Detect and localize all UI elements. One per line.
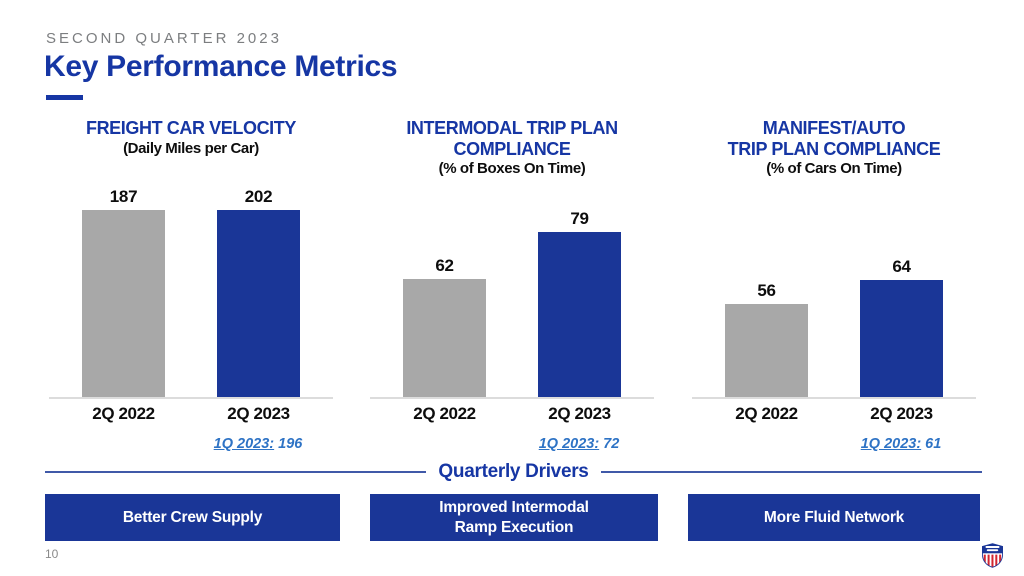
footnote-label: 1Q 2023:	[213, 436, 275, 452]
category-labels: 2Q 2022 2Q 2023	[684, 404, 984, 424]
divider-line-right	[600, 471, 982, 473]
bar-group-2q2023: 202	[217, 187, 300, 397]
chart-title: MANIFEST/AUTO TRIP PLAN COMPLIANCE	[727, 118, 941, 159]
chart-subtitle: (Daily Miles per Car)	[123, 139, 259, 157]
chart-freight-car-velocity: FREIGHT CAR VELOCITY (Daily Miles per Ca…	[41, 118, 341, 452]
driver-box-more-fluid-network: More Fluid Network	[688, 494, 980, 541]
bar-2q2023	[538, 232, 621, 397]
chart-subtitle: (% of Cars On Time)	[766, 160, 902, 178]
union-pacific-logo-icon	[982, 543, 1003, 568]
chart-intermodal-trip-plan-compliance: INTERMODAL TRIP PLAN COMPLIANCE (% of Bo…	[362, 118, 662, 452]
bar-2q2023	[860, 280, 943, 397]
footnote-label: 1Q 2023:	[538, 436, 600, 452]
driver-box-better-crew-supply: Better Crew Supply	[45, 494, 340, 541]
page-number: 10	[45, 547, 59, 561]
bar-2q2022	[725, 304, 808, 397]
bar-value-label: 187	[109, 187, 138, 206]
bar-value-label: 79	[570, 209, 589, 228]
footnote-value: 72	[603, 436, 620, 452]
page-title: Key Performance Metrics	[44, 50, 398, 83]
chart-title: INTERMODAL TRIP PLAN COMPLIANCE	[406, 118, 618, 159]
bar-value-label: 56	[757, 281, 776, 300]
footnote-value: 61	[925, 436, 942, 452]
axis-baseline	[370, 397, 654, 399]
bar-value-label: 202	[244, 187, 273, 206]
chart-subtitle: (% of Boxes On Time)	[438, 160, 586, 178]
bar-2q2022	[403, 279, 486, 397]
bar-2q2022	[82, 210, 165, 397]
bar-value-label: 62	[435, 256, 454, 275]
category-label-2q2023: 2Q 2023	[548, 404, 611, 423]
plot-area: 56 64	[684, 187, 984, 397]
bar-group-2q2022: 62	[403, 187, 486, 397]
category-label-2q2022: 2Q 2022	[92, 404, 155, 423]
axis-baseline	[692, 397, 976, 399]
plot-area: 62 79	[362, 187, 662, 397]
plot-area: 187 202	[41, 187, 341, 397]
bar-group-2q2022: 187	[82, 187, 165, 397]
category-label-2q2023: 2Q 2023	[870, 404, 933, 423]
bar-group-2q2023: 79	[538, 187, 621, 397]
footnote-value: 196	[278, 436, 303, 452]
divider-line-left	[45, 471, 427, 473]
bar-value-label: 64	[892, 257, 911, 276]
chart-title: FREIGHT CAR VELOCITY	[85, 118, 296, 138]
bar-group-2q2022: 56	[725, 187, 808, 397]
footnote-1q2023: 1Q 2023: 196	[214, 436, 303, 452]
category-label-2q2022: 2Q 2022	[735, 404, 798, 423]
footnote-label: 1Q 2023:	[860, 436, 922, 452]
quarterly-drivers-heading: Quarterly Drivers	[438, 461, 589, 482]
bar-2q2023	[217, 210, 300, 397]
axis-baseline	[49, 397, 333, 399]
chart-manifest-auto-trip-plan-compliance: MANIFEST/AUTO TRIP PLAN COMPLIANCE (% of…	[684, 118, 984, 452]
footnote-1q2023: 1Q 2023: 61	[861, 436, 942, 452]
bar-group-2q2023: 64	[860, 187, 943, 397]
title-underline-dash	[46, 95, 83, 100]
driver-box-improved-intermodal-ramp-execution: Improved Intermodal Ramp Execution	[370, 494, 658, 541]
quarterly-drivers-divider: Quarterly Drivers	[45, 461, 982, 483]
category-labels: 2Q 2022 2Q 2023	[362, 404, 662, 424]
footnote-1q2023: 1Q 2023: 72	[539, 436, 620, 452]
eyebrow-quarter-label: SECOND QUARTER 2023	[46, 30, 282, 47]
category-label-2q2022: 2Q 2022	[413, 404, 476, 423]
category-labels: 2Q 2022 2Q 2023	[41, 404, 341, 424]
category-label-2q2023: 2Q 2023	[227, 404, 290, 423]
